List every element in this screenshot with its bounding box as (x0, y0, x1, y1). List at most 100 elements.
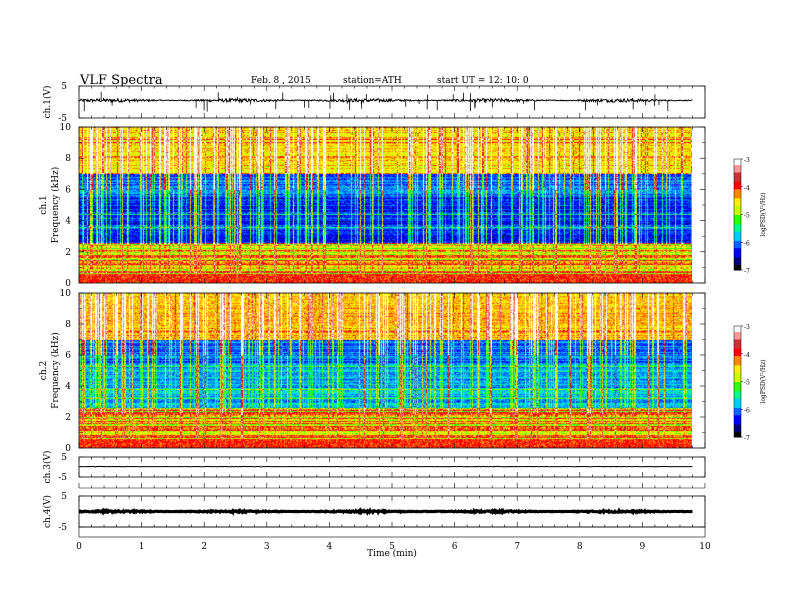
station-label: station=ATH (343, 76, 402, 86)
time-axis: 0 1 2 3 4 5 6 7 8 9 10 (76, 542, 711, 552)
waveform-trace (78, 507, 693, 516)
channel-label: ch.2 (39, 361, 49, 380)
colorbar-tick-label: -6 (744, 240, 750, 247)
colorbar-cell (734, 375, 741, 379)
colorbar-cell (734, 260, 741, 264)
y-tick-label: 10 (60, 289, 72, 299)
colorbar-cell (734, 381, 741, 384)
colorbar-cell (734, 181, 741, 184)
y-tick-label: 0 (65, 444, 71, 454)
colorbar-cell (734, 351, 741, 355)
colorbar-cell (734, 236, 741, 240)
colorbar-cell (734, 333, 741, 336)
colorbar-cell (734, 173, 741, 177)
date-label: Feb. 8 , 2015 (251, 76, 311, 86)
x-tick-label: 0 (76, 542, 82, 552)
colorbar-cell (734, 370, 741, 373)
y-tick-label: 8 (65, 154, 71, 164)
colorbar-cell (734, 160, 741, 164)
colorbar-tick-label: -3 (744, 324, 750, 331)
colorbar-tick-label: -5 (744, 380, 750, 387)
colorbar-cell (734, 346, 741, 349)
colorbar-cell (734, 398, 741, 401)
axis-strip (78, 526, 706, 538)
colorbar-cell (734, 416, 741, 419)
colorbar-cell (734, 207, 741, 210)
y-tick-label: 2 (65, 248, 71, 258)
colorbar-cell (734, 223, 741, 227)
colorbar-cell (734, 357, 741, 360)
colorbar-cell (734, 214, 741, 217)
figure-title: VLF Spectra (79, 73, 163, 88)
x-tick-label: 6 (452, 542, 458, 552)
y-tick-label: 5 (61, 82, 67, 92)
colorbar-cell (734, 388, 741, 392)
channel-label: ch.1 (39, 195, 49, 214)
colorbar-cell (734, 396, 741, 399)
colorbar-cell (734, 400, 741, 403)
x-tick-label: 4 (327, 542, 333, 552)
colorbar-cell (734, 377, 741, 381)
colorbar-cell (734, 212, 741, 215)
colorbar-cell (734, 374, 741, 377)
colorbar-cell (734, 403, 741, 407)
x-tick-label: 1 (139, 542, 145, 552)
colorbar-cell (734, 247, 741, 251)
y-axis-label: ch.1(V) (42, 86, 53, 119)
colorbar-cell (734, 327, 741, 331)
colorbar-cell (734, 420, 741, 423)
colorbar-cell (734, 162, 741, 166)
y-tick-label: 8 (65, 320, 71, 330)
colorbar-cell (734, 221, 741, 225)
colorbar-cell (734, 414, 741, 418)
colorbar-cell (734, 199, 741, 203)
colorbar-cell (734, 412, 741, 416)
colorbar-cell (734, 422, 741, 425)
colorbar-cell (734, 188, 741, 191)
colorbar-cell (734, 192, 741, 195)
colorbar-cell (734, 203, 741, 206)
colorbar-label: logPSD(V²/Hz) (760, 192, 767, 236)
y-tick-label: 2 (65, 413, 71, 423)
colorbar-cell (734, 240, 741, 243)
colorbar-cell (734, 216, 741, 219)
spectrogram-image (79, 293, 692, 448)
colorbar-cell (734, 407, 741, 410)
colorbar-cell (734, 338, 741, 342)
colorbar-cell (734, 242, 741, 245)
colorbar-tick-label: -5 (744, 213, 750, 220)
colorbar-cell (734, 227, 741, 230)
y-tick-label: 5 (61, 492, 67, 502)
colorbar-cell (734, 257, 741, 260)
colorbar-cell (734, 379, 741, 382)
colorbar-cell (734, 409, 741, 412)
colorbar-cell (734, 427, 741, 431)
colorbar-cell (734, 225, 741, 228)
colorbar-cell (734, 244, 741, 247)
colorbar-cell (734, 359, 741, 362)
colorbar-cell (734, 175, 741, 178)
waveform-trace (78, 465, 693, 468)
colorbar-cell (734, 429, 741, 432)
x-tick-label: 2 (201, 542, 207, 552)
colorbar-cell (734, 329, 741, 333)
x-tick-label: 3 (264, 542, 270, 552)
colorbar-cell (734, 251, 741, 254)
colorbar-cell (734, 218, 741, 221)
y-tick-label: 6 (65, 351, 71, 361)
colorbar-cell (734, 337, 741, 340)
colorbar-cell (734, 264, 741, 267)
colorbar-cell (734, 418, 741, 421)
colorbar-cell (734, 387, 741, 390)
colorbar-cell (734, 363, 741, 366)
waveform-trace (78, 97, 693, 104)
colorbar-cell (734, 164, 741, 167)
colorbar-cell (734, 208, 741, 212)
x-tick-label: 7 (514, 542, 520, 552)
colorbar-tick-label: -7 (744, 268, 750, 275)
y-tick-label: 4 (65, 217, 71, 227)
colorbar-cell (734, 364, 741, 368)
y-tick-label: 5 (61, 453, 67, 463)
colorbar-cell (734, 342, 741, 345)
